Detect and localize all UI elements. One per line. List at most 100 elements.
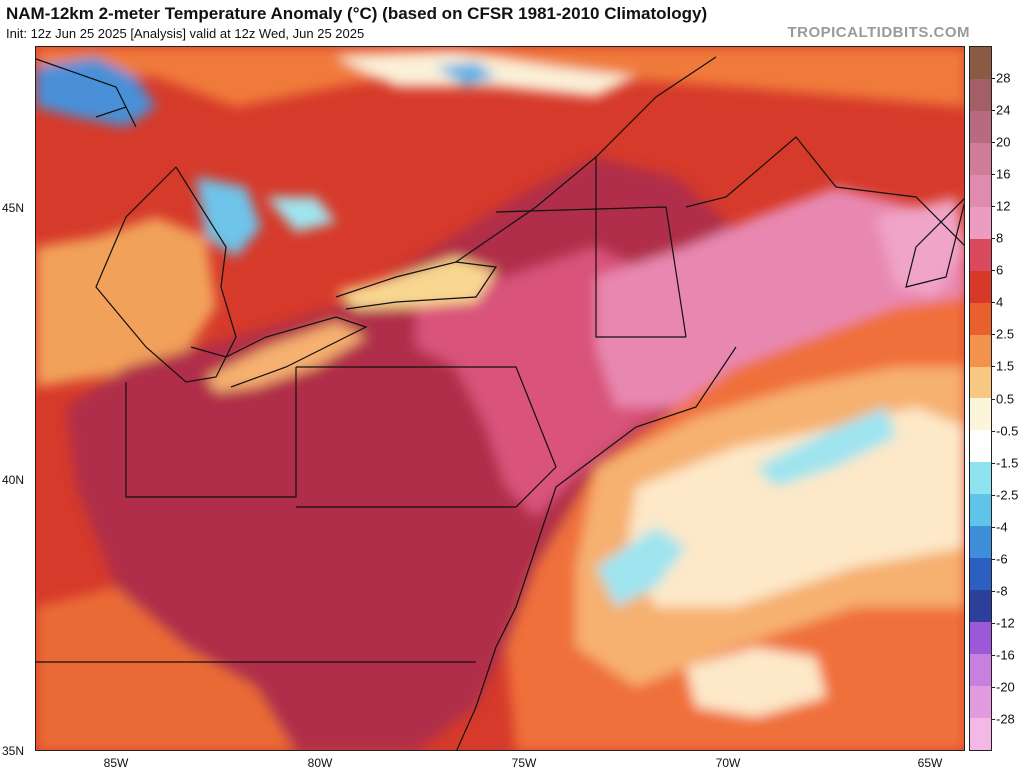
colorbar-segment xyxy=(970,366,991,399)
colorbar-segment xyxy=(970,47,991,79)
colorbar-segment xyxy=(970,334,991,367)
border-maine xyxy=(685,136,964,246)
political-boundaries xyxy=(36,56,964,750)
colorbar-tick xyxy=(992,463,995,464)
colorbar-tick xyxy=(992,110,995,111)
lon-label-80w: 80W xyxy=(307,756,333,770)
colorbar-segment xyxy=(970,654,991,687)
colorbar-tick xyxy=(992,559,995,560)
colorbar-tick xyxy=(992,719,995,720)
colorbar-segment xyxy=(970,398,991,431)
colorbar-tick xyxy=(992,655,995,656)
anomaly-lake-erie xyxy=(206,322,366,392)
colorbar-tick-label: -8 xyxy=(996,583,1008,599)
colorbar-segment xyxy=(970,430,991,463)
lat-label-45n: 45N xyxy=(2,201,25,215)
colorbar-tick-label: 28 xyxy=(996,70,1011,86)
colorbar-tick-label: -20 xyxy=(996,679,1015,695)
anomaly-offshore-neutral xyxy=(686,647,826,717)
anomaly-quebec-cool xyxy=(436,62,496,87)
anomaly-lake-ontario xyxy=(336,257,496,309)
border-vermont-nh xyxy=(595,157,686,338)
colorbar xyxy=(969,46,992,751)
colorbar-segment xyxy=(970,462,991,495)
border-superior xyxy=(36,58,137,128)
anomaly-north-orange xyxy=(36,47,964,107)
colorbar-segment xyxy=(970,270,991,303)
colorbar-tick xyxy=(992,142,995,143)
border-vermont-ny xyxy=(495,206,687,338)
lon-label-85w: 85W xyxy=(103,756,129,770)
colorbar-segment xyxy=(970,622,991,655)
anomaly-atlantic-cool-2 xyxy=(596,527,686,607)
anomaly-lake-huron-cool xyxy=(196,177,261,257)
lon-label-70w: 70W xyxy=(715,756,741,770)
colorbar-tick xyxy=(992,174,995,175)
colorbar-tick-label: 16 xyxy=(996,166,1011,182)
colorbar-tick-label: 24 xyxy=(996,102,1011,118)
colorbar-tick-label: 20 xyxy=(996,134,1011,150)
colorbar-segment xyxy=(970,174,991,207)
colorbar-segment xyxy=(970,590,991,623)
colorbar-segment xyxy=(970,526,991,559)
chart-title: NAM-12km 2-meter Temperature Anomaly (°C… xyxy=(6,4,708,23)
coast-lake-ontario xyxy=(335,261,498,310)
colorbar-tick-label: 6 xyxy=(996,262,1004,278)
colorbar-tick-label: -1.5 xyxy=(996,455,1019,471)
chart-subtitle: Init: 12z Jun 25 2025 [Analysis] valid a… xyxy=(6,26,365,41)
map-canvas xyxy=(36,47,964,750)
anomaly-atlantic-neutral xyxy=(626,407,964,607)
lon-label-75w: 75W xyxy=(511,756,537,770)
anomaly-georgian-bay-cool xyxy=(266,197,336,232)
anomaly-atlantic-cool-1 xyxy=(756,407,896,487)
colorbar-segment xyxy=(970,142,991,175)
colorbar-tick xyxy=(992,238,995,239)
colorbar-tick xyxy=(992,591,995,592)
lat-label-35n: 35N xyxy=(2,744,25,758)
colorbar-segment xyxy=(970,302,991,335)
anomaly-lake-superior-cool xyxy=(36,57,156,127)
colorbar-tick xyxy=(992,206,995,207)
border-pennsylvania xyxy=(296,366,557,508)
colorbar-tick-label: 12 xyxy=(996,198,1011,214)
colorbar-tick-label: -2.5 xyxy=(996,487,1019,503)
anomaly-map xyxy=(35,46,965,751)
lat-label-40n: 40N xyxy=(2,473,25,487)
colorbar-segment xyxy=(970,686,991,719)
colorbar-segment xyxy=(970,494,991,527)
colorbar-segment xyxy=(970,110,991,143)
border-ohio xyxy=(125,367,297,498)
colorbar-tick xyxy=(992,527,995,528)
coast-lake-erie xyxy=(190,316,368,388)
colorbar-tick-label: -6 xyxy=(996,551,1008,567)
colorbar-tick xyxy=(992,399,995,400)
anomaly-new-england-pink xyxy=(596,187,964,407)
colorbar-tick-label: 8 xyxy=(996,230,1004,246)
colorbar-tick-label: 4 xyxy=(996,294,1004,310)
colorbar-segment xyxy=(970,206,991,239)
anomaly-michigan-warm xyxy=(36,217,216,387)
colorbar-tick-label: -0.5 xyxy=(996,423,1019,439)
colorbar-tick xyxy=(992,334,995,335)
colorbar-tick xyxy=(992,302,995,303)
colorbar-tick-label: -16 xyxy=(996,647,1015,663)
colorbar-tick xyxy=(992,623,995,624)
lon-label-65w: 65W xyxy=(917,756,943,770)
colorbar-tick-label: 2.5 xyxy=(996,326,1015,342)
colorbar-tick-label: -12 xyxy=(996,615,1015,631)
colorbar-tick-label: -4 xyxy=(996,519,1008,535)
colorbar-tick xyxy=(992,431,995,432)
anomaly-nova-scotia-pink xyxy=(876,197,964,297)
colorbar-tick-label: 1.5 xyxy=(996,358,1015,374)
colorbar-tick xyxy=(992,687,995,688)
coast-nova-scotia xyxy=(905,198,964,288)
colorbar-segment xyxy=(970,78,991,111)
brand-watermark: TROPICALTIDBITS.COM xyxy=(787,24,970,41)
colorbar-tick xyxy=(992,270,995,271)
colorbar-tick-label: 0.5 xyxy=(996,391,1015,406)
colorbar-tick xyxy=(992,78,995,79)
colorbar-tick-label: -28 xyxy=(996,711,1015,727)
colorbar-segment xyxy=(970,558,991,591)
colorbar-segment xyxy=(970,238,991,271)
colorbar-tick xyxy=(992,366,995,367)
